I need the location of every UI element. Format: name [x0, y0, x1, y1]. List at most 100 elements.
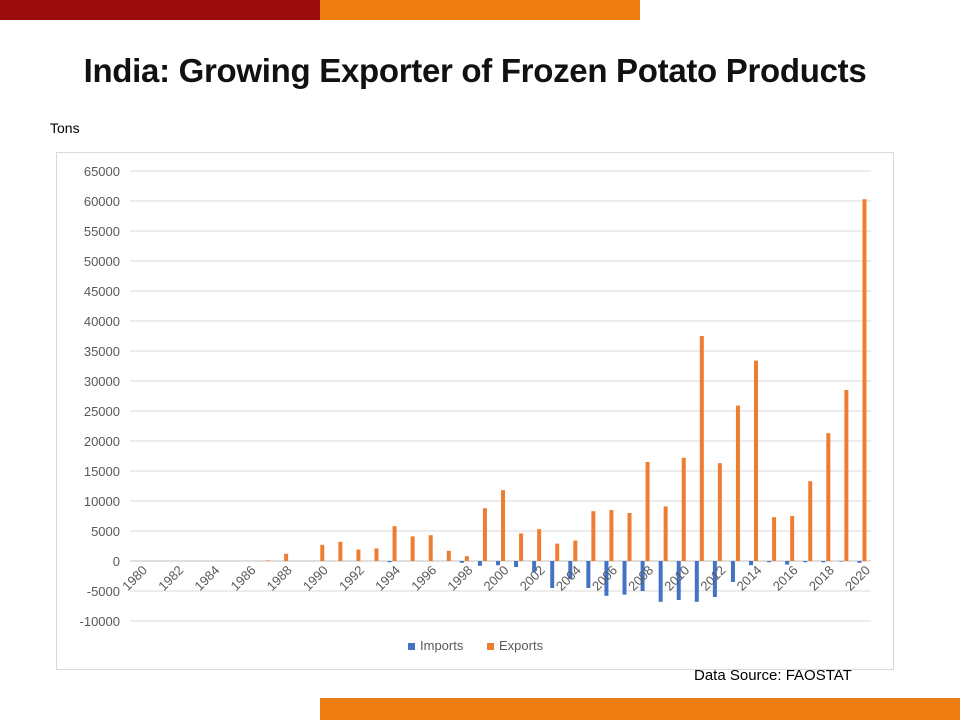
exports-bar — [627, 513, 632, 561]
y-tick-label: 55000 — [84, 224, 120, 239]
y-tick-label: 0 — [113, 554, 120, 569]
x-tick-label: 2004 — [553, 563, 584, 594]
y-tick-label: 20000 — [84, 434, 120, 449]
exports-bar — [284, 553, 289, 561]
imports-bar — [803, 561, 808, 563]
exports-bar — [699, 336, 704, 561]
imports-bar — [839, 561, 844, 562]
exports-bar — [573, 540, 578, 561]
x-tick-label: 2016 — [770, 563, 801, 594]
imports-bar — [514, 561, 519, 567]
exports-bar — [790, 516, 795, 561]
x-tick-label: 1980 — [119, 563, 150, 594]
exports-bar — [266, 560, 271, 561]
exports-bar — [717, 463, 722, 561]
units-label: Tons — [50, 120, 80, 136]
y-tick-label: 45000 — [84, 284, 120, 299]
exports-bar — [392, 526, 397, 561]
exports-bar — [446, 550, 451, 561]
exports-bar — [663, 506, 668, 561]
bar-chart: -10000 -5000 0 5000 10000 15000 20000 25000 3000… — [80, 164, 874, 653]
exports-bar — [826, 433, 831, 561]
imports-bar — [622, 561, 627, 595]
x-tick-label: 1990 — [300, 563, 331, 594]
imports-bar — [532, 561, 537, 572]
x-tick-label: 1988 — [264, 563, 295, 594]
x-tick-label: 1998 — [444, 563, 475, 594]
x-tick-label: 1994 — [372, 563, 403, 594]
exports-bar — [338, 541, 343, 561]
exports-bar — [609, 510, 614, 561]
exports-bar — [464, 556, 469, 561]
imports-bar — [640, 561, 645, 591]
imports-legend-swatch — [408, 643, 415, 650]
exports-bar — [591, 511, 596, 561]
imports-bar — [477, 561, 482, 566]
x-tick-label: 1996 — [408, 563, 439, 594]
imports-bar — [459, 561, 464, 563]
y-tick-label: -10000 — [80, 614, 120, 629]
y-tick-label: 50000 — [84, 254, 120, 269]
y-tick-label: 15000 — [84, 464, 120, 479]
bottom-banner-orange — [320, 698, 960, 720]
imports-bar — [694, 561, 699, 602]
exports-bar — [428, 535, 433, 561]
exports-bar — [501, 490, 505, 561]
x-tick-label: 1984 — [191, 563, 222, 594]
imports-bar — [568, 561, 573, 579]
exports-legend-label: Exports — [499, 638, 544, 653]
imports-bar — [658, 561, 663, 602]
exports-bar — [374, 548, 379, 561]
y-tick-label: 5000 — [91, 524, 120, 539]
imports-bar — [730, 561, 735, 582]
data-source-note: Data Source: FAOSTAT — [694, 667, 852, 684]
x-tick-label: 2002 — [517, 563, 548, 594]
y-tick-label: 25000 — [84, 404, 120, 419]
imports-bar — [767, 561, 772, 563]
imports-bar — [387, 561, 392, 563]
exports-bar — [410, 536, 415, 561]
exports-legend-swatch — [487, 643, 494, 650]
exports-bar — [320, 544, 325, 561]
x-tick-label: 1986 — [228, 563, 259, 594]
exports-bar — [482, 508, 487, 561]
x-tick-label: 2018 — [806, 563, 837, 594]
top-banner-red — [0, 0, 320, 20]
exports-bar — [754, 360, 759, 561]
exports-bar — [844, 390, 849, 561]
slide-title: India: Growing Exporter of Frozen Potato… — [83, 52, 867, 89]
imports-bar — [550, 561, 555, 588]
imports-bar — [496, 561, 500, 566]
imports-legend-label: Imports — [420, 638, 464, 653]
exports-bar — [519, 533, 524, 561]
imports-bar — [712, 561, 717, 597]
imports-bar — [604, 561, 609, 596]
exports-bar — [808, 481, 813, 561]
exports-bar — [555, 543, 560, 561]
y-tick-label: -5000 — [87, 584, 120, 599]
x-tick-label: 1992 — [336, 563, 367, 594]
x-tick-label: 2014 — [734, 563, 765, 594]
exports-bar — [735, 405, 740, 561]
y-tick-label: 60000 — [84, 194, 120, 209]
y-tick-label: 35000 — [84, 344, 120, 359]
exports-bar — [645, 462, 650, 561]
exports-bar — [862, 199, 867, 561]
imports-bar — [821, 561, 826, 563]
y-tick-label: 40000 — [84, 314, 120, 329]
imports-bar — [857, 561, 862, 563]
imports-bar — [586, 561, 591, 588]
imports-bar — [676, 561, 681, 600]
y-tick-label: 10000 — [84, 494, 120, 509]
chart-container: -10000 -5000 0 5000 10000 15000 20000 25000 3000… — [56, 152, 894, 670]
imports-bar — [749, 561, 754, 566]
x-tick-label: 2020 — [842, 563, 873, 594]
top-banner-orange — [320, 0, 640, 20]
x-tick-label: 2000 — [481, 563, 512, 594]
y-tick-label: 30000 — [84, 374, 120, 389]
x-tick-label: 1982 — [155, 563, 186, 594]
imports-bar — [785, 561, 790, 565]
exports-bar — [681, 457, 686, 561]
exports-bar — [772, 517, 777, 561]
exports-bar — [537, 529, 542, 561]
